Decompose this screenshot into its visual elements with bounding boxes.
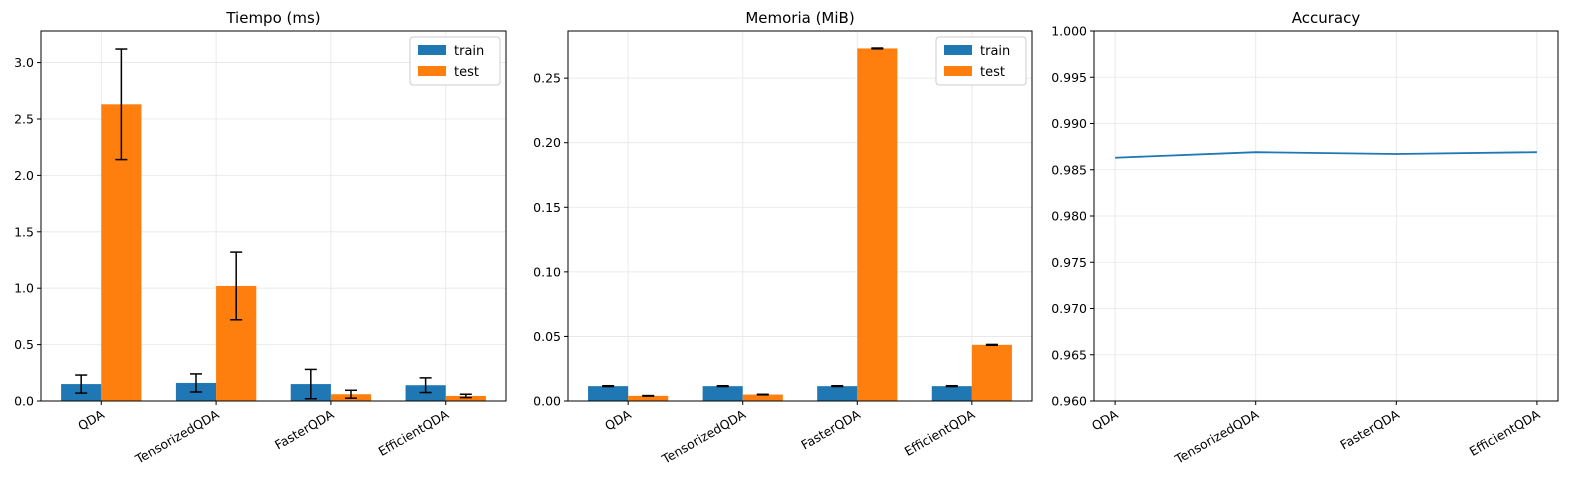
chart-title: Tiempo (ms) bbox=[225, 9, 320, 27]
x-tick-label: FasterQDA bbox=[1337, 406, 1402, 452]
chart-title: Accuracy bbox=[1292, 9, 1361, 27]
y-axis: 0.960 0.965 0.970 0.975 0.980 0.985 0.990 0.995… bbox=[1051, 24, 1094, 409]
chart-title: Memoria (MiB) bbox=[745, 9, 854, 27]
error-bar bbox=[419, 377, 432, 394]
y-tick-label: 0.10 bbox=[533, 264, 561, 279]
legend-label-train: train bbox=[980, 44, 1010, 59]
x-tick-label: TensorizedQDA bbox=[132, 406, 222, 467]
bar-test bbox=[971, 344, 1012, 401]
legend-swatch-train bbox=[944, 45, 972, 55]
legend-label-test: test bbox=[454, 65, 479, 80]
error-bar bbox=[345, 389, 357, 399]
x-tick-label: TensorizedQDA bbox=[1172, 406, 1262, 467]
bar-train bbox=[588, 386, 629, 401]
bar-train bbox=[817, 386, 858, 401]
x-tick-label: FasterQDA bbox=[798, 406, 863, 452]
y-tick-label: 0.05 bbox=[533, 329, 561, 344]
x-tick-label: QDA bbox=[602, 406, 634, 433]
error-bar bbox=[756, 393, 769, 396]
y-tick-label: 2.5 bbox=[14, 111, 34, 126]
y-tick-label: 0.25 bbox=[533, 71, 561, 86]
x-tick-label: EfficientQDA bbox=[1467, 406, 1543, 459]
error-bar bbox=[602, 385, 615, 388]
legend-label-train: train bbox=[454, 44, 484, 59]
x-tick-label: TensorizedQDA bbox=[659, 406, 749, 467]
legend-swatch-test bbox=[418, 66, 446, 76]
error-bar bbox=[985, 343, 998, 346]
x-tick-label: FasterQDA bbox=[272, 406, 337, 452]
error-bar bbox=[871, 47, 884, 50]
legend-label-test: test bbox=[980, 65, 1005, 80]
y-tick-label: 0.970 bbox=[1051, 301, 1087, 316]
error-bar bbox=[115, 48, 128, 161]
bar-train bbox=[702, 386, 743, 401]
error-bar bbox=[304, 368, 317, 400]
x-axis: QDA TensorizedQDA FasterQDA EfficientQDA bbox=[602, 401, 978, 467]
series-test bbox=[101, 48, 486, 401]
error-bar bbox=[716, 385, 729, 388]
grid bbox=[568, 31, 1032, 402]
bar-test bbox=[857, 48, 898, 401]
series-train bbox=[61, 368, 446, 401]
accuracy-line bbox=[1115, 151, 1537, 159]
y-tick-label: 0.985 bbox=[1051, 162, 1087, 177]
y-tick-label: 1.0 bbox=[14, 281, 34, 296]
y-tick-label: 0.20 bbox=[533, 135, 561, 150]
y-tick-label: 0.965 bbox=[1051, 347, 1087, 362]
x-tick-label: EfficientQDA bbox=[902, 406, 978, 459]
axes-frame bbox=[567, 30, 1033, 402]
error-bar bbox=[459, 393, 472, 399]
legend: train test bbox=[409, 36, 501, 86]
error-bar bbox=[945, 385, 958, 388]
legend-swatch-test bbox=[944, 66, 972, 76]
bar-test bbox=[445, 395, 486, 401]
chart-panel-3: Accuracy0.9600.9650.9700.9750.9800.9850.… bbox=[1051, 9, 1559, 467]
legend-swatch-train bbox=[418, 45, 446, 55]
x-axis: QDA TensorizedQDA FasterQDA EfficientQDA bbox=[75, 401, 452, 467]
error-bar bbox=[831, 385, 844, 388]
y-tick-label: 0.5 bbox=[14, 337, 34, 352]
error-bar bbox=[642, 394, 655, 397]
y-tick-label: 3.0 bbox=[14, 55, 34, 70]
y-tick-label: 0.975 bbox=[1051, 255, 1087, 270]
chart-panel-2: Memoria (MiB) 0.00 0.05 0.10 0.15 0.20 0.25 QDA… bbox=[533, 9, 1033, 467]
x-tick-label: QDA bbox=[75, 406, 107, 433]
y-tick-label: 1.5 bbox=[14, 224, 34, 239]
y-tick-label: 0.990 bbox=[1051, 116, 1087, 131]
x-tick-label: QDA bbox=[1089, 406, 1121, 433]
x-tick-label: EfficientQDA bbox=[376, 406, 452, 459]
bar-train bbox=[931, 386, 972, 401]
legend: train test bbox=[935, 36, 1027, 86]
error-bar bbox=[75, 374, 88, 394]
series-test bbox=[628, 47, 1012, 401]
y-tick-label: 0.995 bbox=[1051, 70, 1087, 85]
axes-frame bbox=[40, 30, 507, 402]
chart-panel-1: Tiempo (ms) 0.0 0.5 1.0 1.5 2.0 2.5 3.0 QDA Tenso… bbox=[14, 9, 507, 467]
y-tick-label: 0.15 bbox=[533, 200, 561, 215]
bar-test bbox=[742, 394, 783, 401]
y-tick-label: 2.0 bbox=[14, 168, 34, 183]
grid bbox=[1094, 30, 1558, 402]
bar-test bbox=[628, 395, 669, 401]
series-train bbox=[588, 385, 972, 401]
y-tick-label: 1.000 bbox=[1051, 24, 1087, 39]
y-tick-label: 0.0 bbox=[14, 394, 34, 409]
y-tick-label: 0.980 bbox=[1051, 209, 1087, 224]
y-axis: 0.0 0.5 1.0 1.5 2.0 2.5 3.0 bbox=[14, 55, 41, 409]
error-bar bbox=[230, 251, 243, 321]
x-axis: QDA TensorizedQDA FasterQDA EfficientQDA bbox=[1089, 401, 1543, 467]
y-tick-label: 0.960 bbox=[1051, 394, 1087, 409]
error-bar bbox=[190, 373, 202, 393]
y-tick-label: 0.00 bbox=[533, 394, 561, 409]
y-axis: 0.00 0.05 0.10 0.15 0.20 0.25 bbox=[533, 71, 568, 409]
